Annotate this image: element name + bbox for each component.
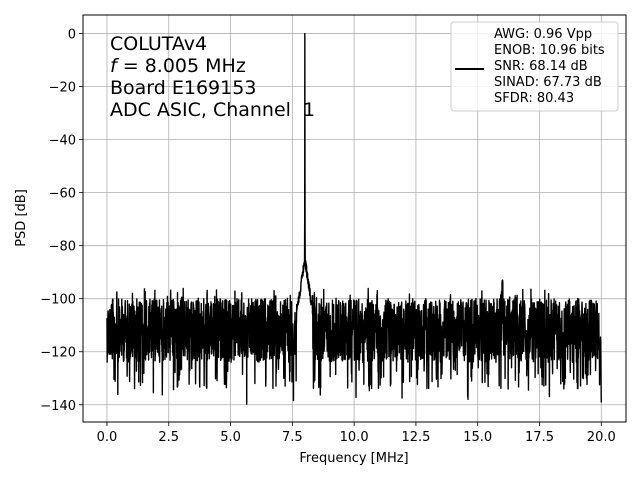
annotation-block: COLUTAv4 f = 8.005 MHz Board E169153 ADC… bbox=[110, 33, 315, 121]
legend-entry: SINAD: 67.73 dB bbox=[494, 75, 602, 90]
x-tick-label: 17.5 bbox=[525, 430, 554, 445]
x-tick-label: 10.0 bbox=[340, 430, 369, 445]
x-tick-label: 20.0 bbox=[587, 430, 616, 445]
y-tick-label: −100 bbox=[40, 293, 76, 308]
legend-box bbox=[450, 21, 619, 112]
y-tick-label: −80 bbox=[49, 240, 76, 255]
annotation-board: Board E169153 bbox=[110, 77, 256, 99]
frequency-value: = 8.005 MHz bbox=[117, 55, 246, 77]
x-tick-label: 0.0 bbox=[97, 430, 118, 445]
y-tick-label: −140 bbox=[40, 399, 76, 414]
psd-line bbox=[106, 32, 602, 405]
legend-entry: ENOB: 10.96 bits bbox=[494, 43, 605, 58]
legend-entry: AWG: 0.96 Vpp bbox=[494, 27, 592, 42]
psd-series bbox=[106, 32, 602, 405]
x-axis: 0.0 2.5 5.0 7.5 10.0 12.5 15.0 17.5 20.0 bbox=[97, 422, 616, 445]
legend-entry: SNR: 68.14 dB bbox=[494, 59, 588, 74]
y-tick-label: 0 bbox=[68, 28, 76, 43]
x-tick-label: 2.5 bbox=[158, 430, 179, 445]
x-tick-label: 15.0 bbox=[463, 430, 492, 445]
annotation-chip-name: COLUTAv4 bbox=[110, 33, 207, 55]
y-tick-label: −60 bbox=[49, 187, 76, 202]
annotation-frequency: f = 8.005 MHz bbox=[110, 55, 246, 77]
x-tick-label: 7.5 bbox=[282, 430, 303, 445]
y-tick-label: −20 bbox=[49, 81, 76, 96]
y-tick-label: −120 bbox=[40, 346, 76, 361]
x-tick-label: 12.5 bbox=[401, 430, 430, 445]
annotation-channel: ADC ASIC, Channel 1 bbox=[110, 99, 315, 121]
frequency-symbol: f bbox=[110, 55, 120, 77]
y-axis: 0 −20 −40 −60 −80 −100 −120 −140 bbox=[40, 28, 83, 414]
legend-entry: SFDR: 80.43 bbox=[494, 91, 574, 106]
y-axis-label: PSD [dB] bbox=[14, 189, 29, 247]
x-tick-label: 5.0 bbox=[220, 430, 241, 445]
x-axis-label: Frequency [MHz] bbox=[299, 451, 408, 466]
y-tick-label: −40 bbox=[49, 134, 76, 149]
